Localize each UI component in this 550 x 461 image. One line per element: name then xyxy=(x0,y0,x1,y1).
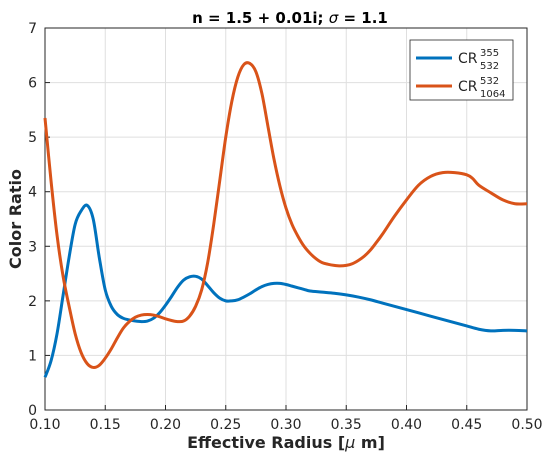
x-axis-title-main: Effective Radius [ xyxy=(187,433,345,452)
legend: CR 355 532 CR 532 1064 xyxy=(409,39,514,101)
x-axis-title: Effective Radius [μ m] xyxy=(187,433,385,452)
y-tick-label: 1 xyxy=(28,348,37,364)
x-tick-label: 0.10 xyxy=(29,417,60,433)
x-tick-label: 0.25 xyxy=(210,417,241,433)
y-tick-label: 5 xyxy=(28,130,37,146)
grid-lines xyxy=(44,27,528,411)
y-tick-label: 3 xyxy=(28,239,37,255)
legend-box xyxy=(409,39,514,101)
y-tick-label: 7 xyxy=(28,21,37,37)
y-tick-labels: 0 1 2 3 4 5 6 7 xyxy=(28,21,37,419)
series-line-0 xyxy=(43,203,528,378)
chart-title-symbol: σ xyxy=(329,9,339,27)
x-tick-label: 0.20 xyxy=(150,417,181,433)
x-axis-title-tail: m] xyxy=(355,433,385,452)
y-tick-label: 4 xyxy=(28,185,37,201)
x-tick-label: 0.30 xyxy=(270,417,301,433)
chart-title-tail: = 1.1 xyxy=(338,9,388,27)
x-tick-label: 0.35 xyxy=(331,417,362,433)
x-tick-label: 0.50 xyxy=(511,417,542,433)
x-tick-labels: 0.10 0.15 0.20 0.25 0.30 0.35 0.40 0.45 0.50 xyxy=(29,417,542,433)
legend-label-cr-532-1064: CR 532 1064 xyxy=(458,76,505,100)
legend-sub: 532 xyxy=(480,61,499,72)
chart-title-main: n = 1.5 + 0.01i; xyxy=(192,9,329,27)
series-lines xyxy=(43,61,528,378)
x-tick-label: 0.40 xyxy=(391,417,422,433)
plot-area xyxy=(44,27,528,411)
legend-sup: 532 xyxy=(480,76,499,87)
legend-base: CR xyxy=(458,51,478,67)
x-tick-label: 0.45 xyxy=(451,417,482,433)
legend-base: CR xyxy=(458,79,478,95)
legend-sup: 355 xyxy=(480,48,499,59)
series-line-1 xyxy=(43,61,528,369)
y-axis-title: Color Ratio xyxy=(6,169,25,269)
x-tick-label: 0.15 xyxy=(90,417,121,433)
y-tick-label: 2 xyxy=(28,294,37,310)
legend-label-cr-355-532: CR 355 532 xyxy=(458,48,499,72)
legend-sub: 1064 xyxy=(480,89,505,100)
x-axis-title-symbol: μ xyxy=(344,433,355,452)
y-tick-label: 6 xyxy=(28,76,37,92)
chart-title: n = 1.5 + 0.01i; σ = 1.1 xyxy=(192,9,388,27)
y-tick-label: 0 xyxy=(28,403,37,419)
